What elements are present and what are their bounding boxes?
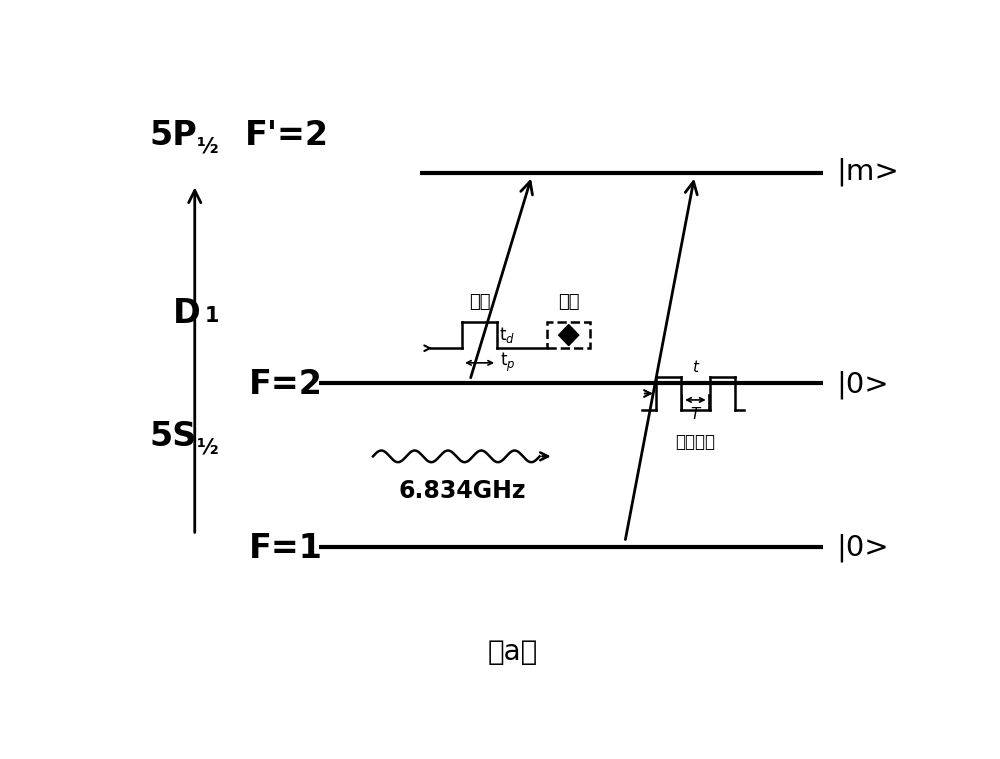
Polygon shape: [559, 325, 579, 345]
Text: F=2: F=2: [249, 368, 323, 401]
Text: 1: 1: [205, 306, 219, 326]
Text: ½: ½: [197, 137, 219, 156]
Text: T: T: [691, 407, 700, 422]
Text: |0>: |0>: [836, 534, 889, 562]
Text: 6.834GHz: 6.834GHz: [398, 480, 526, 503]
Text: |m>: |m>: [836, 157, 899, 186]
Text: F'=2: F'=2: [245, 119, 329, 153]
Text: F=1: F=1: [249, 531, 323, 565]
Bar: [547, 322, 590, 348]
Text: ½: ½: [197, 437, 219, 458]
Text: 微波脉冲: 微波脉冲: [675, 433, 715, 451]
Text: D: D: [173, 297, 201, 329]
Text: 探测: 探测: [558, 294, 579, 311]
Text: t$_d$: t$_d$: [499, 326, 515, 345]
Text: 抽运: 抽运: [469, 294, 490, 311]
Text: |0>: |0>: [836, 370, 889, 398]
Text: t$_p$: t$_p$: [500, 351, 516, 374]
Text: 5P: 5P: [150, 119, 198, 153]
Text: t: t: [692, 360, 698, 374]
Text: （a）: （a）: [487, 638, 538, 666]
Text: 5S: 5S: [150, 420, 197, 453]
